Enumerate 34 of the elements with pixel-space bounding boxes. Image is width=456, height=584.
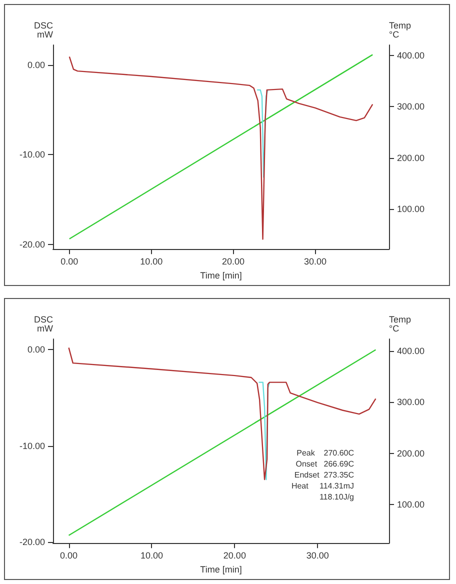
y2-tick-label: 400.00: [397, 346, 425, 356]
y2-tick-label: 300.00: [397, 397, 425, 408]
x-axis-title: Time [min]: [200, 564, 242, 574]
y-tick-label: -10.00: [19, 150, 45, 160]
y-axis-title: DSC mW: [34, 20, 54, 40]
y-axis-title: DSC mW: [34, 314, 54, 334]
y2-tick-label: 200.00: [397, 152, 425, 163]
y2-tick-label: 200.00: [397, 448, 425, 458]
y2-tick-label: 100.00: [397, 500, 425, 510]
x-axis-title: Time [min]: [200, 270, 242, 280]
y2-axis-title: Temp °C: [389, 314, 412, 334]
annotation: 118.10J/g: [299, 492, 354, 502]
x-tick-label: 10.00: [140, 550, 163, 561]
annotation: Endset 273.35C: [294, 470, 354, 480]
x-tick-label: 0.00: [60, 256, 78, 267]
annotation: Onset 266.69C: [296, 460, 354, 468]
y-tick-label: 0.00: [27, 60, 45, 70]
x-tick-label: 20.00: [223, 550, 246, 561]
y-tick-label: 0.00: [27, 344, 45, 355]
x-tick-label: 30.00: [306, 550, 329, 561]
y-tick-label: -20.00: [19, 240, 45, 250]
y-tick-label: -20.00: [19, 537, 45, 548]
annotation: Peak 270.60C: [296, 448, 354, 458]
line-series: [68, 347, 376, 480]
y2-tick-label: 300.00: [397, 102, 425, 112]
x-tick-label: 20.00: [222, 256, 245, 267]
y2-tick-label: 100.00: [397, 204, 425, 214]
y2-axis-title: Temp °C: [389, 20, 412, 40]
y-tick-label: -10.00: [19, 440, 45, 451]
y2-tick-label: 400.00: [397, 50, 425, 61]
x-tick-label: 30.00: [304, 256, 327, 267]
annotation: Heat 114.31mJ: [291, 482, 354, 490]
x-tick-label: 10.00: [140, 256, 163, 267]
x-tick-label: 0.00: [60, 550, 78, 561]
